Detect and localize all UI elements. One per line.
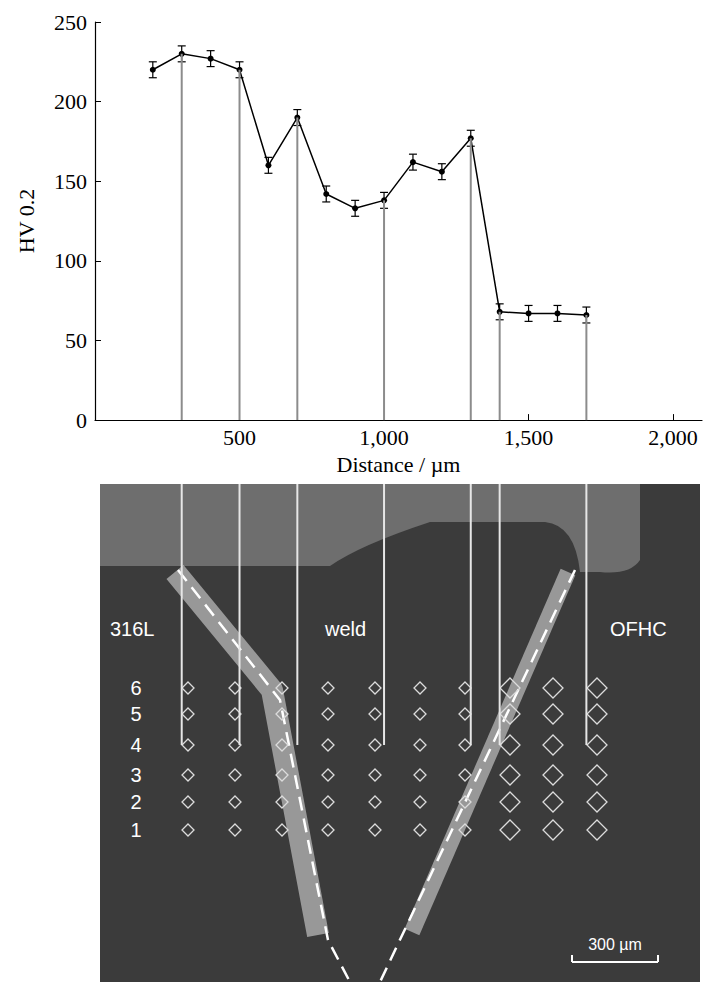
svg-text:HV 0.2: HV 0.2 [14, 189, 39, 253]
svg-text:316L: 316L [110, 618, 155, 640]
svg-text:0: 0 [76, 408, 87, 433]
svg-text:5: 5 [130, 703, 141, 725]
svg-text:1,000: 1,000 [359, 425, 409, 450]
svg-text:6: 6 [130, 677, 141, 699]
svg-text:Distance / µm: Distance / µm [337, 452, 461, 477]
svg-text:200: 200 [54, 89, 87, 114]
svg-text:weld: weld [324, 618, 366, 640]
svg-text:2: 2 [130, 791, 141, 813]
svg-text:150: 150 [54, 169, 87, 194]
svg-text:50: 50 [65, 328, 87, 353]
svg-text:300 µm: 300 µm [588, 936, 642, 953]
svg-text:100: 100 [54, 248, 87, 273]
svg-text:250: 250 [54, 10, 87, 35]
svg-text:2,000: 2,000 [648, 425, 698, 450]
svg-text:500: 500 [223, 425, 256, 450]
svg-text:3: 3 [130, 764, 141, 786]
svg-text:OFHC: OFHC [610, 618, 667, 640]
svg-text:4: 4 [130, 734, 141, 756]
svg-text:1,500: 1,500 [504, 425, 554, 450]
svg-text:1: 1 [130, 819, 141, 841]
